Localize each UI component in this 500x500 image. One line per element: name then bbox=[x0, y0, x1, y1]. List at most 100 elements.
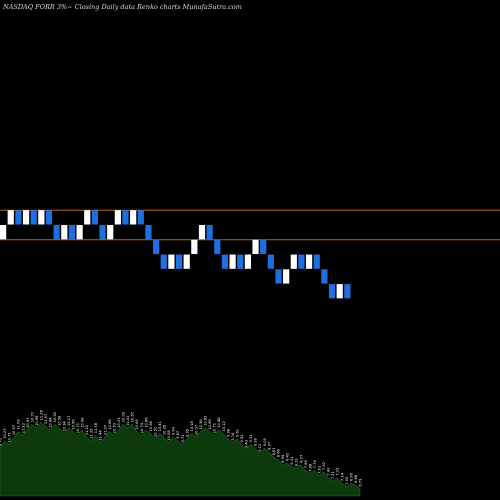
volume-label: 9.95 bbox=[185, 429, 189, 437]
renko-brick-up bbox=[306, 254, 313, 269]
volume-label: 7.52 bbox=[322, 462, 326, 470]
renko-brick-down bbox=[214, 239, 221, 255]
volume-label: 8.66 bbox=[276, 448, 280, 457]
renko-brick-down bbox=[15, 210, 22, 225]
volume-label: 11.58 bbox=[94, 422, 98, 433]
volume-label: 10.84 bbox=[49, 417, 53, 428]
renko-brick-down bbox=[328, 284, 336, 299]
volume-label: 10.53 bbox=[112, 423, 116, 433]
renko-brick-up bbox=[244, 254, 251, 269]
volume-label: 9.28 bbox=[254, 437, 258, 446]
chart-title: NASDAQ FORR 3%~ Closing Daily data Renko… bbox=[2, 3, 242, 11]
renko-brick-down bbox=[321, 269, 328, 284]
volume-label: 10.09 bbox=[122, 411, 126, 422]
volume-area bbox=[0, 421, 361, 497]
volume-label: 10.98 bbox=[81, 417, 85, 428]
renko-brick-up bbox=[130, 210, 137, 225]
renko-brick-down bbox=[344, 284, 351, 299]
volume-label: 7.74 bbox=[313, 460, 317, 469]
renko-brick-down bbox=[122, 210, 129, 225]
reference-lines bbox=[0, 209, 500, 241]
volume-label: 8.81 bbox=[272, 447, 276, 455]
volume-label: 9.94 bbox=[172, 426, 176, 435]
volume-label: 9.43 bbox=[245, 440, 249, 448]
volume-label: 9.05 bbox=[263, 438, 267, 446]
volume-label: 6.79 bbox=[359, 478, 363, 487]
volume-label: 10.98 bbox=[149, 420, 153, 431]
renko-brick-down bbox=[206, 225, 213, 240]
volume-label: 9.74 bbox=[231, 432, 235, 441]
volume-label: 10.21 bbox=[117, 417, 121, 427]
volume-label: 9.61 bbox=[235, 429, 239, 437]
volume-label: 10.17 bbox=[67, 416, 71, 426]
renko-brick-up bbox=[114, 210, 121, 225]
volume-area-fill bbox=[0, 421, 361, 497]
renko-brick-down bbox=[267, 254, 274, 269]
renko-brick-down bbox=[145, 225, 152, 240]
volume-label: 7.22 bbox=[336, 468, 340, 476]
renko-brick-up bbox=[198, 225, 206, 240]
renko-brick-up bbox=[290, 254, 297, 269]
renko-brick-down bbox=[313, 254, 320, 269]
volume-label: 7.43 bbox=[327, 468, 331, 476]
renko-brick-up bbox=[229, 254, 236, 269]
volume-label: 10.82 bbox=[204, 416, 208, 426]
volume-label: 10.72 bbox=[30, 412, 34, 422]
renko-brick-up bbox=[84, 210, 91, 225]
volume-label: 7.31 bbox=[331, 471, 335, 479]
renko-brick-down bbox=[221, 254, 229, 269]
volume-label: 6.96 bbox=[349, 472, 353, 481]
volume-label: 10.65 bbox=[135, 419, 139, 429]
volume-label: 10.97 bbox=[26, 417, 30, 427]
volume-label: 7.96 bbox=[304, 460, 308, 469]
volume-label: 7.14 bbox=[340, 472, 344, 481]
volume-label: 11.28 bbox=[40, 409, 44, 420]
volume-label: 10.88 bbox=[108, 419, 112, 430]
renko-brick-up bbox=[252, 239, 259, 255]
volume-label: 11.22 bbox=[21, 423, 25, 433]
renko-brick-down bbox=[45, 210, 53, 225]
volume-label: 10.37 bbox=[194, 425, 198, 435]
renko-bricks bbox=[0, 210, 351, 299]
renko-brick-up bbox=[191, 239, 198, 255]
renko-brick-down bbox=[260, 239, 267, 255]
renko-brick-up bbox=[107, 225, 114, 240]
volume-label: 11.07 bbox=[44, 414, 48, 424]
volume-label: 10.71 bbox=[76, 423, 80, 433]
volume-label: 8.97 bbox=[267, 442, 271, 450]
volume-label: 9.31 bbox=[249, 434, 253, 442]
volume-label: 8.07 bbox=[299, 455, 303, 463]
volume-label: 10.22 bbox=[222, 421, 226, 431]
volume-label: 10.18 bbox=[190, 420, 194, 431]
volume-label: 10.23 bbox=[3, 429, 7, 439]
volume-label: 10.41 bbox=[126, 416, 130, 426]
volume-label: 7.88 bbox=[308, 463, 312, 472]
renko-brick-down bbox=[99, 225, 106, 240]
renko-brick-up bbox=[336, 284, 343, 299]
volume-label: 8.54 bbox=[281, 454, 285, 463]
volume-label: 10.96 bbox=[35, 415, 39, 426]
volume-label: 11.22 bbox=[85, 425, 89, 435]
volume-label: 9.76 bbox=[0, 437, 3, 446]
volume-label: 10.74 bbox=[140, 422, 144, 433]
renko-brick-up bbox=[38, 210, 45, 225]
volume-label: 10.71 bbox=[213, 423, 217, 433]
volume-label: 9.98 bbox=[226, 428, 230, 437]
volume-label: 10.86 bbox=[144, 417, 148, 428]
volume-label: 10.71 bbox=[8, 432, 12, 442]
volume-label: 10.41 bbox=[158, 421, 162, 431]
renko-brick-down bbox=[153, 239, 160, 255]
volume-label: 7.61 bbox=[317, 466, 321, 474]
volume-label: 9.52 bbox=[240, 434, 244, 442]
renko-brick-down bbox=[137, 210, 144, 225]
renko-brick-down bbox=[160, 254, 167, 269]
volume-label: 10.97 bbox=[12, 425, 16, 435]
renko-brick-down bbox=[91, 210, 98, 225]
renko-brick-up bbox=[76, 225, 83, 240]
volume-label: 10.34 bbox=[62, 420, 66, 431]
renko-brick-up bbox=[22, 210, 30, 225]
volume-label: 11.09 bbox=[17, 419, 21, 430]
renko-brick-up bbox=[168, 254, 175, 269]
renko-brick-down bbox=[30, 210, 37, 225]
